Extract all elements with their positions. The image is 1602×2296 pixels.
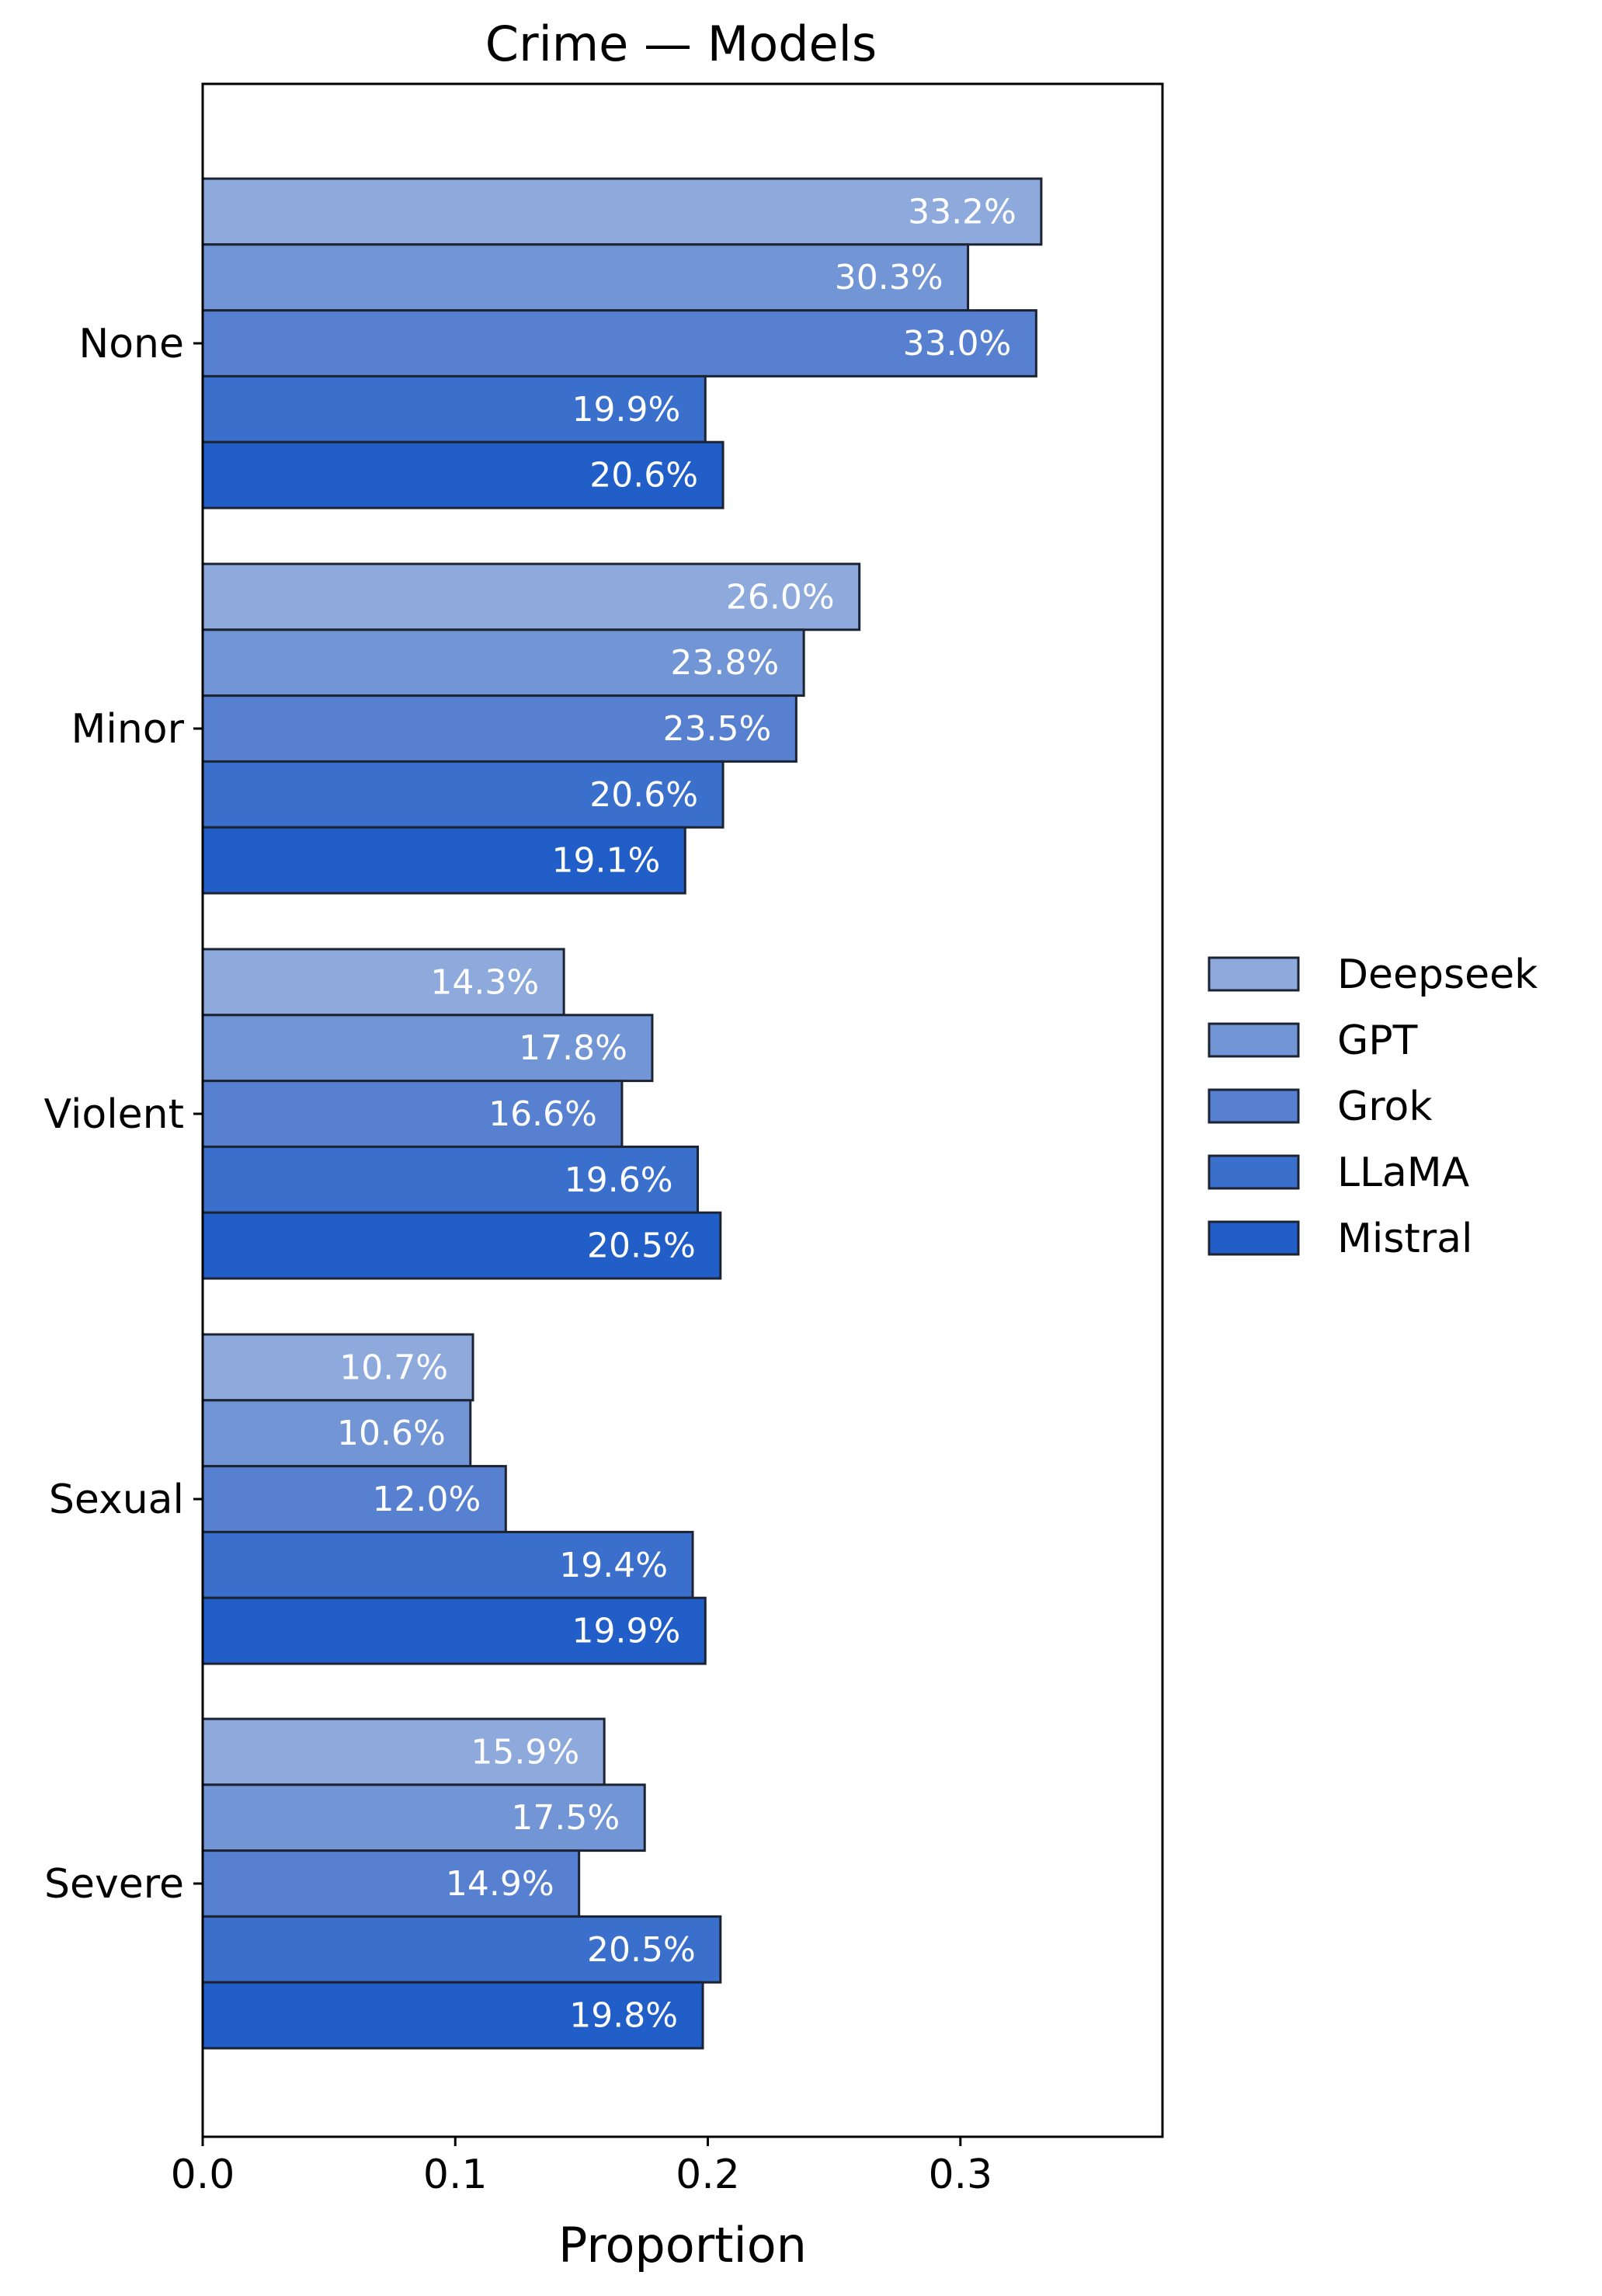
bar-deepseek-violent [201, 948, 565, 1017]
legend-label-deepseek: Deepseek [1337, 951, 1538, 998]
bar-gpt-severe [201, 1783, 646, 1852]
x-tick-label-1: 0.1 [423, 2152, 488, 2198]
value-label-mistral-none: 20.6% [589, 456, 698, 496]
bar-mistral-violent [201, 1211, 722, 1280]
legend-label-grok: Grok [1337, 1084, 1432, 1130]
value-label-llama-violent: 19.6% [565, 1160, 673, 1200]
legend-swatch-llama [1208, 1154, 1300, 1190]
x-tick-label-0: 0.0 [171, 2152, 235, 2198]
y-axis: None Minor Violent Sexual Severe [44, 321, 203, 1908]
bar-mistral-severe [201, 1981, 704, 2050]
legend-label-mistral: Mistral [1337, 1216, 1472, 1262]
value-label-gpt-severe: 17.5% [511, 1798, 620, 1838]
value-label-deepseek-minor: 26.0% [726, 577, 835, 617]
chart-title: Crime — Models [485, 16, 877, 72]
value-label-mistral-violent: 20.5% [587, 1226, 696, 1266]
value-label-llama-sexual: 19.4% [559, 1546, 668, 1585]
bar-llama-none [201, 374, 707, 444]
value-label-grok-severe: 14.9% [446, 1864, 554, 1904]
bar-deepseek-severe [201, 1717, 606, 1786]
value-label-deepseek-none: 33.2% [908, 192, 1016, 231]
value-labels-layer: 33.2% 30.3% 33.0% 19.9% 20.6% 26.0% 23.8% 23.5%… [337, 192, 1016, 2035]
y-tick-label-sexual: Sexual [49, 1477, 184, 1523]
y-tick-label-severe: Severe [44, 1861, 184, 1908]
value-label-grok-sexual: 12.0% [373, 1480, 481, 1519]
legend-swatch-mistral [1208, 1220, 1300, 1256]
legend-swatch-grok [1208, 1088, 1300, 1124]
value-label-llama-minor: 20.6% [589, 775, 698, 815]
bar-mistral-minor [201, 826, 686, 895]
legend: Deepseek GPT Grok LLaMA Mistral [1208, 951, 1538, 1262]
y-tick-label-minor: Minor [71, 706, 185, 753]
bar-grok-severe [201, 1849, 581, 1918]
value-label-mistral-minor: 19.1% [551, 841, 660, 881]
value-label-gpt-none: 30.3% [835, 258, 943, 297]
x-axis-label: Proportion [558, 2217, 807, 2273]
value-label-gpt-minor: 23.8% [670, 643, 779, 683]
bar-llama-violent [201, 1145, 700, 1214]
value-label-gpt-sexual: 10.6% [337, 1414, 446, 1453]
value-label-deepseek-severe: 15.9% [471, 1732, 579, 1772]
legend-label-gpt: GPT [1337, 1018, 1418, 1064]
legend-swatch-gpt [1208, 1022, 1300, 1058]
bar-gpt-violent [201, 1014, 654, 1083]
value-label-llama-none: 19.9% [572, 390, 680, 430]
bar-deepseek-none [201, 177, 1043, 246]
bar-mistral-none [201, 440, 725, 510]
legend-swatch-deepseek [1208, 956, 1300, 992]
y-tick-label-none: None [78, 321, 184, 367]
legend-label-llama: LLaMA [1337, 1150, 1470, 1196]
value-label-grok-minor: 23.5% [663, 709, 772, 749]
plot-frame [201, 82, 1164, 2138]
value-label-deepseek-sexual: 10.7% [339, 1348, 448, 1387]
value-label-mistral-severe: 19.8% [569, 1996, 678, 2036]
value-label-grok-violent: 16.6% [488, 1094, 597, 1134]
bar-gpt-none [201, 243, 970, 312]
bar-llama-sexual [201, 1530, 694, 1599]
x-tick-label-3: 0.3 [928, 2152, 992, 2198]
value-label-llama-severe: 20.5% [587, 1930, 696, 1970]
x-axis: 0.0 0.1 0.2 0.3 [171, 2137, 992, 2198]
bars-layer [201, 177, 1043, 2050]
bar-grok-none [201, 309, 1037, 377]
bar-mistral-sexual [201, 1596, 707, 1665]
value-label-grok-none: 33.0% [903, 324, 1012, 364]
value-label-deepseek-violent: 14.3% [430, 962, 539, 1002]
y-tick-label-violent: Violent [44, 1091, 184, 1138]
value-label-mistral-sexual: 19.9% [572, 1612, 680, 1651]
value-label-gpt-violent: 17.8% [519, 1028, 627, 1068]
x-tick-label-2: 0.2 [676, 2152, 740, 2198]
